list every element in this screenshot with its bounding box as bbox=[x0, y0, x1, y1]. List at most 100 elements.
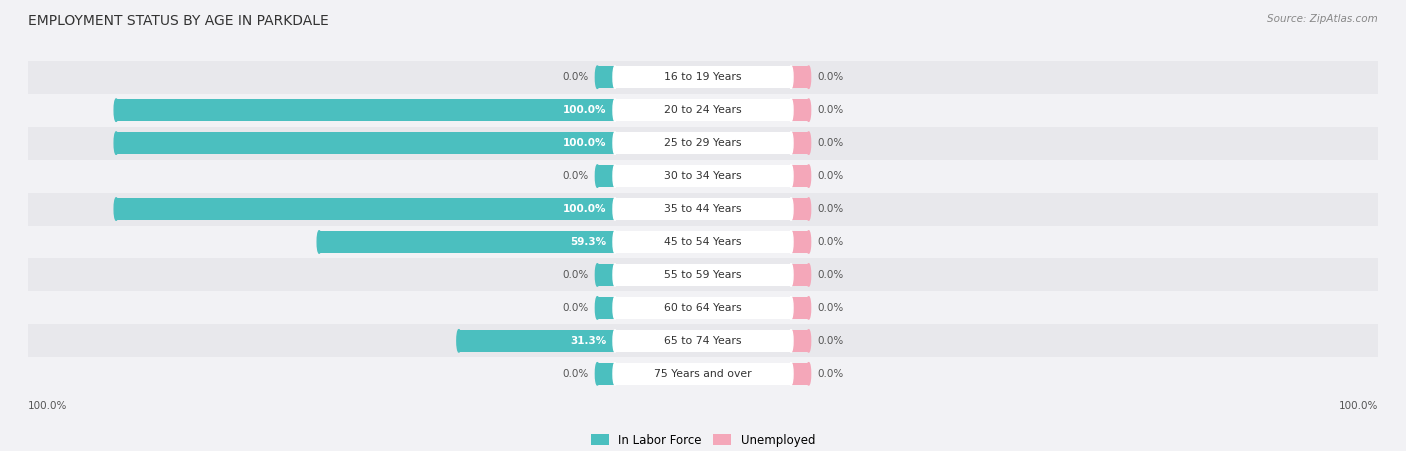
Legend: In Labor Force, Unemployed: In Labor Force, Unemployed bbox=[585, 428, 821, 451]
Text: 35 to 44 Years: 35 to 44 Years bbox=[664, 204, 742, 214]
Text: 0.0%: 0.0% bbox=[562, 72, 589, 82]
Text: Source: ZipAtlas.com: Source: ZipAtlas.com bbox=[1267, 14, 1378, 23]
Bar bbox=[117, 132, 614, 154]
Circle shape bbox=[807, 132, 811, 154]
Text: 100.0%: 100.0% bbox=[562, 138, 606, 148]
Text: 0.0%: 0.0% bbox=[562, 171, 589, 181]
Circle shape bbox=[807, 231, 811, 253]
Bar bbox=[117, 99, 614, 121]
Text: 0.0%: 0.0% bbox=[817, 369, 844, 379]
Bar bbox=[792, 330, 808, 352]
Text: 0.0%: 0.0% bbox=[817, 171, 844, 181]
Circle shape bbox=[613, 165, 617, 187]
Bar bbox=[614, 297, 792, 319]
Text: 0.0%: 0.0% bbox=[817, 336, 844, 346]
Bar bbox=[28, 226, 1378, 258]
Bar bbox=[792, 264, 808, 286]
Text: 75 Years and over: 75 Years and over bbox=[654, 369, 752, 379]
Bar bbox=[28, 324, 1378, 357]
Bar bbox=[614, 264, 792, 286]
Circle shape bbox=[789, 132, 793, 154]
Text: 0.0%: 0.0% bbox=[562, 303, 589, 313]
Bar bbox=[598, 297, 614, 319]
Bar bbox=[598, 363, 614, 385]
Circle shape bbox=[613, 231, 617, 253]
Bar bbox=[614, 132, 792, 154]
Circle shape bbox=[789, 297, 793, 319]
Text: 55 to 59 Years: 55 to 59 Years bbox=[664, 270, 742, 280]
Text: 20 to 24 Years: 20 to 24 Years bbox=[664, 105, 742, 115]
Text: 65 to 74 Years: 65 to 74 Years bbox=[664, 336, 742, 346]
Circle shape bbox=[114, 99, 118, 121]
Circle shape bbox=[595, 165, 599, 187]
Bar bbox=[614, 363, 792, 385]
Text: 0.0%: 0.0% bbox=[562, 270, 589, 280]
Bar bbox=[28, 357, 1378, 390]
Circle shape bbox=[807, 99, 811, 121]
Bar bbox=[792, 165, 808, 187]
Text: 16 to 19 Years: 16 to 19 Years bbox=[664, 72, 742, 82]
Circle shape bbox=[789, 363, 793, 385]
Circle shape bbox=[613, 198, 617, 220]
Bar bbox=[792, 231, 808, 253]
Circle shape bbox=[789, 231, 793, 253]
Bar bbox=[28, 127, 1378, 160]
Bar bbox=[28, 193, 1378, 226]
Text: 100.0%: 100.0% bbox=[1339, 401, 1378, 411]
Circle shape bbox=[613, 297, 617, 319]
Circle shape bbox=[789, 66, 793, 88]
Circle shape bbox=[114, 132, 118, 154]
Text: 45 to 54 Years: 45 to 54 Years bbox=[664, 237, 742, 247]
Bar bbox=[792, 66, 808, 88]
Bar bbox=[28, 258, 1378, 291]
Circle shape bbox=[807, 363, 811, 385]
Text: 59.3%: 59.3% bbox=[569, 237, 606, 247]
Bar bbox=[598, 66, 614, 88]
Circle shape bbox=[807, 66, 811, 88]
Bar bbox=[792, 99, 808, 121]
Circle shape bbox=[613, 132, 617, 154]
Bar bbox=[319, 231, 614, 253]
Text: 100.0%: 100.0% bbox=[562, 105, 606, 115]
Bar bbox=[614, 165, 792, 187]
Bar bbox=[28, 94, 1378, 127]
Text: 100.0%: 100.0% bbox=[28, 401, 67, 411]
Circle shape bbox=[595, 264, 599, 286]
Circle shape bbox=[595, 66, 599, 88]
Bar bbox=[792, 297, 808, 319]
Bar bbox=[614, 198, 792, 220]
Text: 0.0%: 0.0% bbox=[817, 204, 844, 214]
Text: 0.0%: 0.0% bbox=[817, 72, 844, 82]
Bar bbox=[458, 330, 614, 352]
Bar bbox=[28, 61, 1378, 94]
Text: 100.0%: 100.0% bbox=[562, 204, 606, 214]
Bar bbox=[614, 330, 792, 352]
Text: 31.3%: 31.3% bbox=[569, 336, 606, 346]
Circle shape bbox=[613, 66, 617, 88]
Text: 0.0%: 0.0% bbox=[817, 270, 844, 280]
Circle shape bbox=[789, 99, 793, 121]
Text: 60 to 64 Years: 60 to 64 Years bbox=[664, 303, 742, 313]
Text: 0.0%: 0.0% bbox=[817, 138, 844, 148]
Bar bbox=[792, 363, 808, 385]
Bar bbox=[614, 231, 792, 253]
Bar bbox=[117, 198, 614, 220]
Circle shape bbox=[807, 198, 811, 220]
Circle shape bbox=[613, 363, 617, 385]
Bar bbox=[28, 291, 1378, 324]
Circle shape bbox=[789, 198, 793, 220]
Bar bbox=[614, 66, 792, 88]
Circle shape bbox=[789, 264, 793, 286]
Circle shape bbox=[318, 231, 321, 253]
Bar bbox=[792, 132, 808, 154]
Circle shape bbox=[613, 264, 617, 286]
Circle shape bbox=[595, 363, 599, 385]
Circle shape bbox=[789, 330, 793, 352]
Bar bbox=[614, 99, 792, 121]
Text: 0.0%: 0.0% bbox=[562, 369, 589, 379]
Bar bbox=[598, 264, 614, 286]
Circle shape bbox=[613, 99, 617, 121]
Circle shape bbox=[114, 198, 118, 220]
Circle shape bbox=[807, 330, 811, 352]
Bar bbox=[28, 160, 1378, 193]
